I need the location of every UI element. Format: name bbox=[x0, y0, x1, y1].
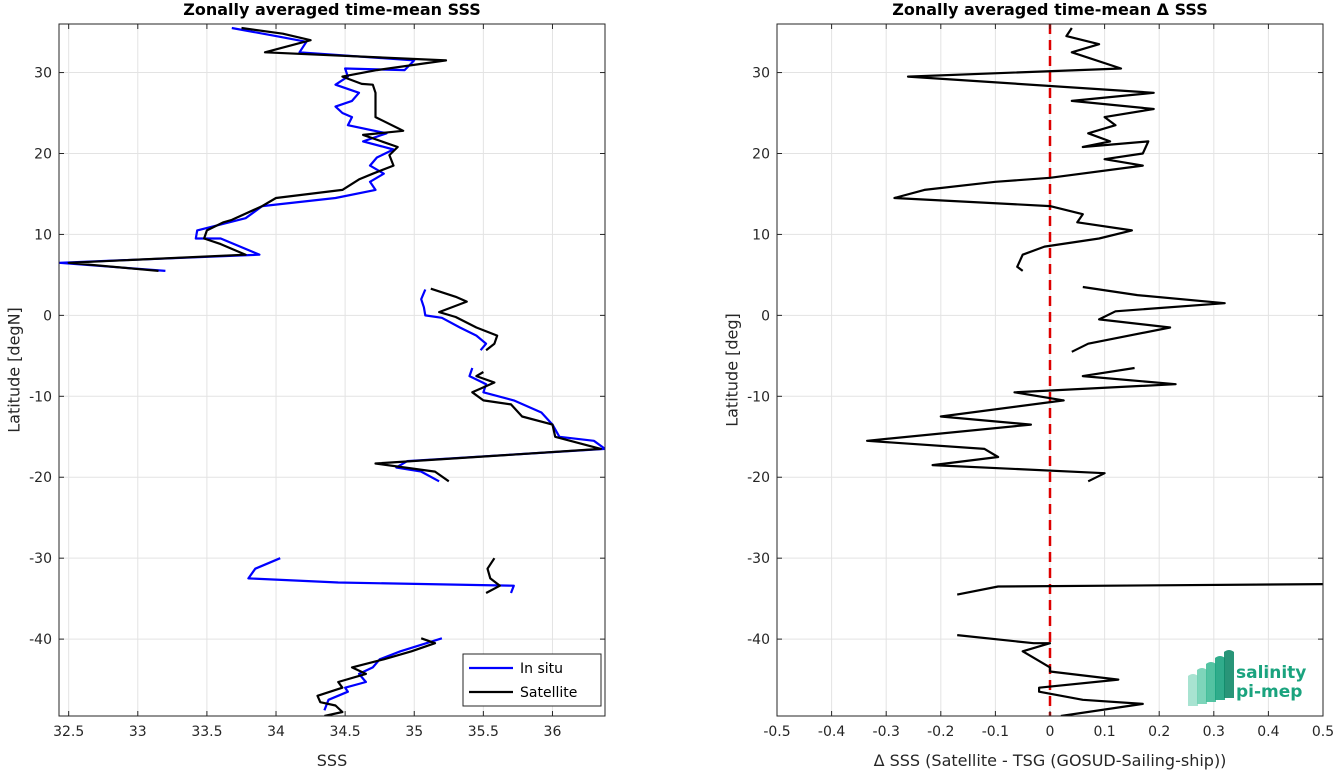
satellite-line bbox=[67, 26, 448, 272]
logo-line1: salinity bbox=[1236, 663, 1306, 683]
logo-wave-icon bbox=[1215, 656, 1225, 700]
satellite-line bbox=[374, 371, 602, 483]
y-tick-label: -10 bbox=[29, 389, 52, 405]
satellite-line bbox=[485, 557, 501, 594]
x-axis-label: SSS bbox=[317, 751, 347, 770]
in-situ-line bbox=[59, 26, 416, 272]
x-tick-label: 33.5 bbox=[191, 724, 222, 740]
axes-box bbox=[58, 23, 606, 717]
y-tick-label: 30 bbox=[752, 66, 770, 82]
legend-box bbox=[462, 653, 602, 707]
left-panel-sss: 32.5 33 33.5 34 34.5 35 35.5 36 -40 -30 -20 -10 0 10 2… bbox=[5, 0, 606, 770]
chart-title: Zonally averaged time-mean Δ SSS bbox=[892, 0, 1208, 19]
y-tick-label: -20 bbox=[747, 470, 770, 486]
y-tick-label: 10 bbox=[34, 227, 52, 243]
legend-label: Satellite bbox=[520, 685, 577, 701]
y-tick-label: -40 bbox=[747, 632, 770, 648]
logo-wave-icon bbox=[1188, 674, 1198, 706]
legend-label: In situ bbox=[520, 661, 563, 677]
logo-wave-icon bbox=[1206, 662, 1216, 702]
y-tick-label: -40 bbox=[29, 632, 52, 648]
x-tick-label: 36 bbox=[544, 724, 562, 740]
in-situ-line bbox=[420, 289, 488, 351]
y-tick-label: -20 bbox=[29, 470, 52, 486]
logo-wave-icon bbox=[1197, 668, 1207, 704]
x-tick-label: 33 bbox=[129, 724, 147, 740]
x-tick-label: 35 bbox=[405, 724, 423, 740]
x-tick-label: 35.5 bbox=[468, 724, 499, 740]
y-tick-label: 0 bbox=[43, 308, 52, 324]
x-tick-label: -0.4 bbox=[818, 724, 845, 740]
y-tick-label: 20 bbox=[34, 146, 52, 162]
delta-line bbox=[1071, 285, 1226, 353]
chart-title: Zonally averaged time-mean SSS bbox=[183, 0, 481, 19]
x-tick-label: -0.5 bbox=[763, 724, 790, 740]
x-tick-label: 0 bbox=[1046, 724, 1055, 740]
y-axis-label: Latitude [degN] bbox=[5, 307, 24, 433]
x-tick-label: 0.2 bbox=[1148, 724, 1170, 740]
y-tick-label: 10 bbox=[752, 227, 770, 243]
delta-line bbox=[956, 583, 1323, 596]
x-tick-label: -0.3 bbox=[873, 724, 900, 740]
y-tick-label: 0 bbox=[761, 308, 770, 324]
delta-line bbox=[893, 27, 1155, 272]
in-situ-line bbox=[323, 637, 443, 711]
x-tick-label: 34.5 bbox=[330, 724, 361, 740]
x-tick-label: 0.5 bbox=[1312, 724, 1334, 740]
satellite-line bbox=[316, 637, 437, 716]
x-tick-label: 34 bbox=[267, 724, 285, 740]
y-tick-label: -30 bbox=[747, 551, 770, 567]
right-panel-delta-sss: -0.5 -0.4 -0.3 -0.2 -0.1 0 0.1 0.2 0.3 0.4 0.5 -40 -… bbox=[723, 0, 1335, 770]
logo-line2: pi-mep bbox=[1236, 682, 1302, 702]
in-situ-line bbox=[247, 557, 515, 594]
y-axis-label: Latitude [deg] bbox=[723, 313, 742, 427]
legend: In situ Satellite bbox=[462, 653, 602, 707]
y-tick-label: 20 bbox=[752, 146, 770, 162]
satellite-line bbox=[430, 287, 499, 352]
y-tick-label: -10 bbox=[747, 389, 770, 405]
delta-line bbox=[866, 366, 1177, 483]
x-tick-label: 0.3 bbox=[1203, 724, 1225, 740]
x-axis-label: Δ SSS (Satellite - TSG (GOSUD-Sailing-sh… bbox=[874, 751, 1227, 770]
x-tick-label: -0.2 bbox=[927, 724, 954, 740]
delta-line bbox=[957, 634, 1144, 716]
y-tick-label: -30 bbox=[29, 551, 52, 567]
x-tick-label: 32.5 bbox=[53, 724, 84, 740]
x-tick-label: 0.1 bbox=[1093, 724, 1115, 740]
y-tick-label: 30 bbox=[34, 66, 52, 82]
plot-area bbox=[59, 24, 605, 716]
logo-wave-icon bbox=[1224, 650, 1234, 698]
x-tick-label: 0.4 bbox=[1257, 724, 1279, 740]
x-tick-label: -0.1 bbox=[982, 724, 1009, 740]
